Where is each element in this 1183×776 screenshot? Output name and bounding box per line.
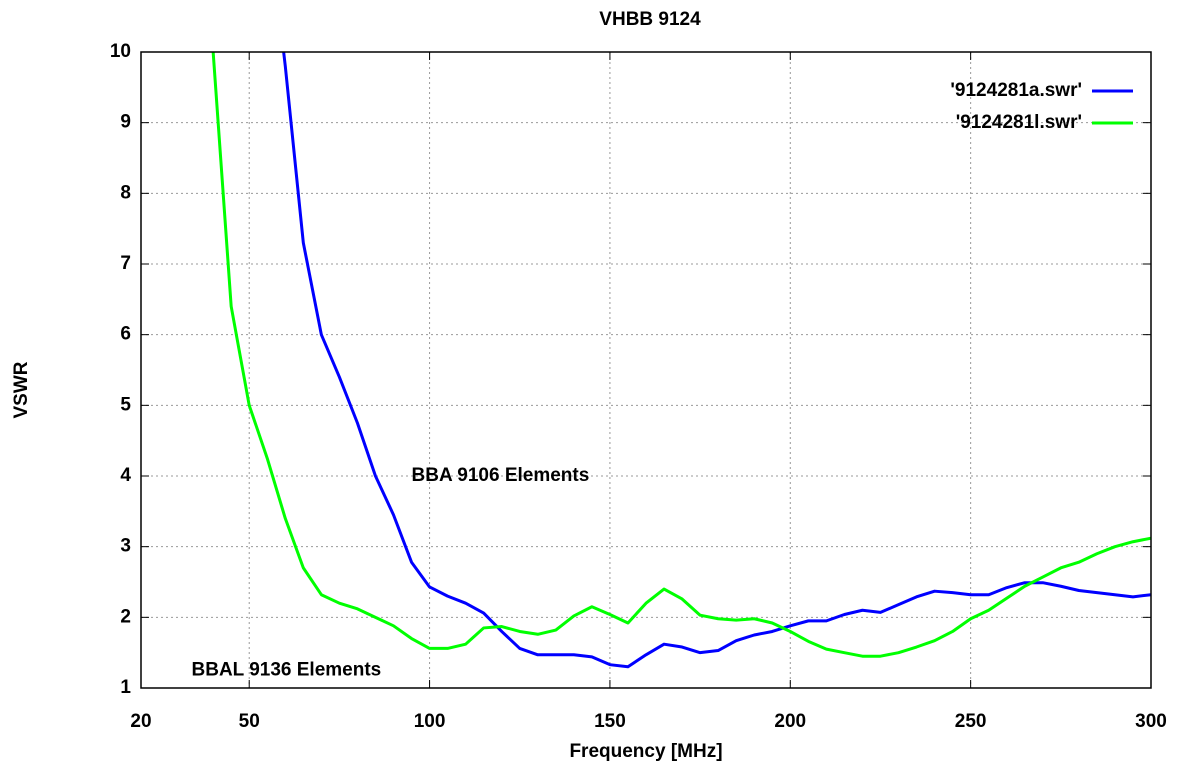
- y-tick-label: 7: [120, 253, 131, 274]
- x-tick-label: 100: [414, 711, 446, 732]
- legend-label: '9124281a.swr': [950, 80, 1082, 101]
- data-line: [211, 52, 1151, 658]
- x-axis-label: Frequency [MHz]: [569, 741, 722, 762]
- x-tick-label: 20: [130, 711, 151, 732]
- y-tick-label: 5: [120, 394, 131, 415]
- plot-area: [211, 52, 1151, 669]
- y-tick-label: 1: [120, 677, 131, 698]
- y-tick-label: 9: [120, 112, 131, 133]
- y-tick-label: 10: [110, 41, 131, 62]
- y-tick-label: 2: [120, 606, 131, 627]
- annotation: BBAL 9136 Elements: [192, 659, 382, 680]
- chart-title: VHBB 9124: [599, 9, 701, 30]
- y-tick-label: 3: [120, 536, 131, 557]
- plot-frame: [140, 51, 1152, 689]
- y-tick-label: 4: [120, 465, 131, 486]
- x-tick-label: 50: [239, 711, 260, 732]
- data-line: [282, 52, 1151, 669]
- y-axis-label: VSWR: [11, 361, 32, 418]
- x-tick-label: 150: [594, 711, 626, 732]
- x-tick-label: 250: [955, 711, 987, 732]
- y-tick-label: 8: [120, 182, 131, 203]
- legend-label: '9124281l.swr': [956, 112, 1082, 133]
- x-tick-label: 300: [1135, 711, 1167, 732]
- y-tick-label: 6: [120, 324, 131, 345]
- x-tick-label: 200: [774, 711, 806, 732]
- annotation: BBA 9106 Elements: [412, 465, 590, 486]
